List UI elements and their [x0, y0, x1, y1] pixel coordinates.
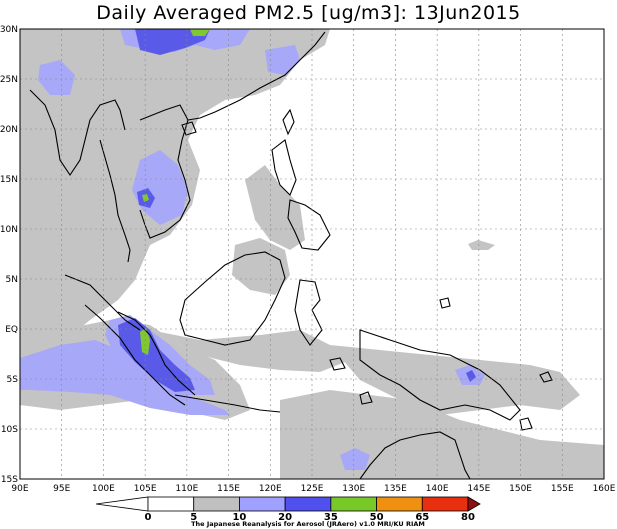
green-region-indochina [142, 194, 149, 202]
coast-java [174, 394, 281, 413]
blue-region-south [340, 448, 370, 470]
gray-region-bengal [20, 180, 60, 300]
darkblue-region-north [135, 29, 210, 55]
darkblue-region-sumatra [118, 318, 195, 392]
coast-small-isles-5 [519, 417, 533, 431]
lon-label: 105E [134, 484, 157, 494]
coast-vietnam [139, 104, 191, 239]
lon-label: 150E [509, 484, 532, 494]
pm25-shading [20, 29, 604, 479]
lon-label: 155E [551, 484, 574, 494]
coast-small-isles-1 [329, 357, 346, 371]
blue-region-china-east [265, 45, 300, 75]
lon-label: 95E [53, 484, 70, 494]
colorbar-bin [284, 496, 332, 512]
colorbar-bin [330, 496, 377, 512]
longitude-labels: 90E 95E 100E 105E 110E 115E 120E 125E 130E 135E 14… [11, 484, 615, 494]
coast-taiwan [282, 108, 295, 136]
lon-label: 130E [342, 484, 365, 494]
gray-region-ne-pacific [468, 240, 495, 250]
coast-small-isles-3 [439, 297, 451, 309]
colorbar-arrow-low [95, 496, 149, 512]
green-region-sumatra [140, 328, 150, 355]
coast-philippines-south [287, 199, 331, 251]
green-region-north [190, 29, 210, 36]
gray-region-banda [330, 345, 580, 415]
darkblue-region-png [466, 370, 476, 382]
colorbar-label: 35 [324, 512, 338, 523]
blue-region-sumatra-west [20, 340, 230, 415]
colorbar-bin [421, 496, 469, 512]
gray-region-borneo [232, 238, 290, 295]
coast-borneo [179, 251, 286, 346]
colorbar-bin [239, 496, 286, 512]
lat-label: 30N [0, 25, 18, 35]
lat-label: 25N [0, 75, 18, 85]
coast-sumatra [84, 304, 186, 406]
lat-label: 20N [0, 125, 18, 135]
gridlines [20, 29, 604, 479]
coast-australia [359, 431, 471, 479]
gray-region-philippines [245, 165, 305, 250]
coastlines [29, 31, 553, 479]
colorbar-label: 5 [190, 512, 197, 523]
credit-text: The Japanese Reanalysis for Aerosol (JRA… [191, 520, 425, 528]
gray-region-java-sea [150, 330, 350, 372]
map-title: Daily Averaged PM2.5 [ug/m3]: 13Jun2015 [96, 2, 521, 24]
coast-indochina [99, 139, 131, 263]
lon-label: 125E [301, 484, 324, 494]
coast-small-isles-4 [539, 371, 553, 383]
colorbar-bin [193, 496, 240, 512]
lon-label: 160E [593, 484, 616, 494]
colorbar-arrow-high [467, 496, 481, 512]
colorbar-label: 50 [370, 512, 384, 523]
coast-india-bangladesh [29, 89, 126, 176]
latitude-labels: 30N 25N 20N 15N 10N 5N EQ 5S 10S 15S [0, 25, 18, 485]
lat-label: 15S [1, 475, 18, 485]
colorbar-label: 0 [145, 512, 152, 523]
lon-label: 90E [11, 484, 28, 494]
coast-philippines-luzon [271, 139, 297, 196]
coast-sulawesi [294, 279, 323, 346]
lon-label: 120E [259, 484, 282, 494]
lat-label: 5S [7, 375, 19, 385]
lon-label: 135E [384, 484, 407, 494]
coast-new-guinea [359, 329, 521, 421]
lon-label: 100E [92, 484, 115, 494]
colorbar-bin [376, 496, 423, 512]
lat-label: EQ [5, 325, 18, 335]
coast-small-isles-2 [359, 391, 373, 405]
lon-label: 140E [426, 484, 449, 494]
coast-malay [64, 274, 141, 331]
colorbar-label: 80 [461, 512, 475, 523]
lat-label: 10N [0, 225, 18, 235]
lat-label: 5N [6, 275, 18, 285]
coast-sumatra-east [117, 311, 196, 396]
colorbar-label: 65 [415, 512, 429, 523]
lon-label: 145E [467, 484, 490, 494]
map-frame [19, 28, 605, 480]
lon-label: 110E [175, 484, 198, 494]
colorbar-label: 10 [232, 512, 246, 523]
coast-hainan [181, 121, 197, 136]
lon-label: 115E [217, 484, 240, 494]
lat-label: 10S [1, 425, 18, 435]
coast-china [187, 31, 326, 121]
lat-label: 15N [0, 175, 18, 185]
blue-region-tibet [38, 60, 75, 95]
colorbar-label: 20 [278, 512, 292, 523]
colorbar-bin [147, 496, 195, 512]
colorbar: 0 5 10 20 35 50 65 80 [95, 496, 481, 523]
